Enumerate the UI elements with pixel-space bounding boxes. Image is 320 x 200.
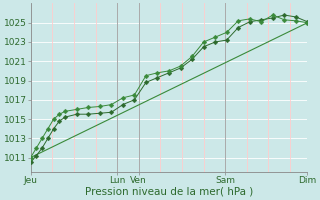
X-axis label: Pression niveau de la mer( hPa ): Pression niveau de la mer( hPa ) [85, 187, 253, 197]
